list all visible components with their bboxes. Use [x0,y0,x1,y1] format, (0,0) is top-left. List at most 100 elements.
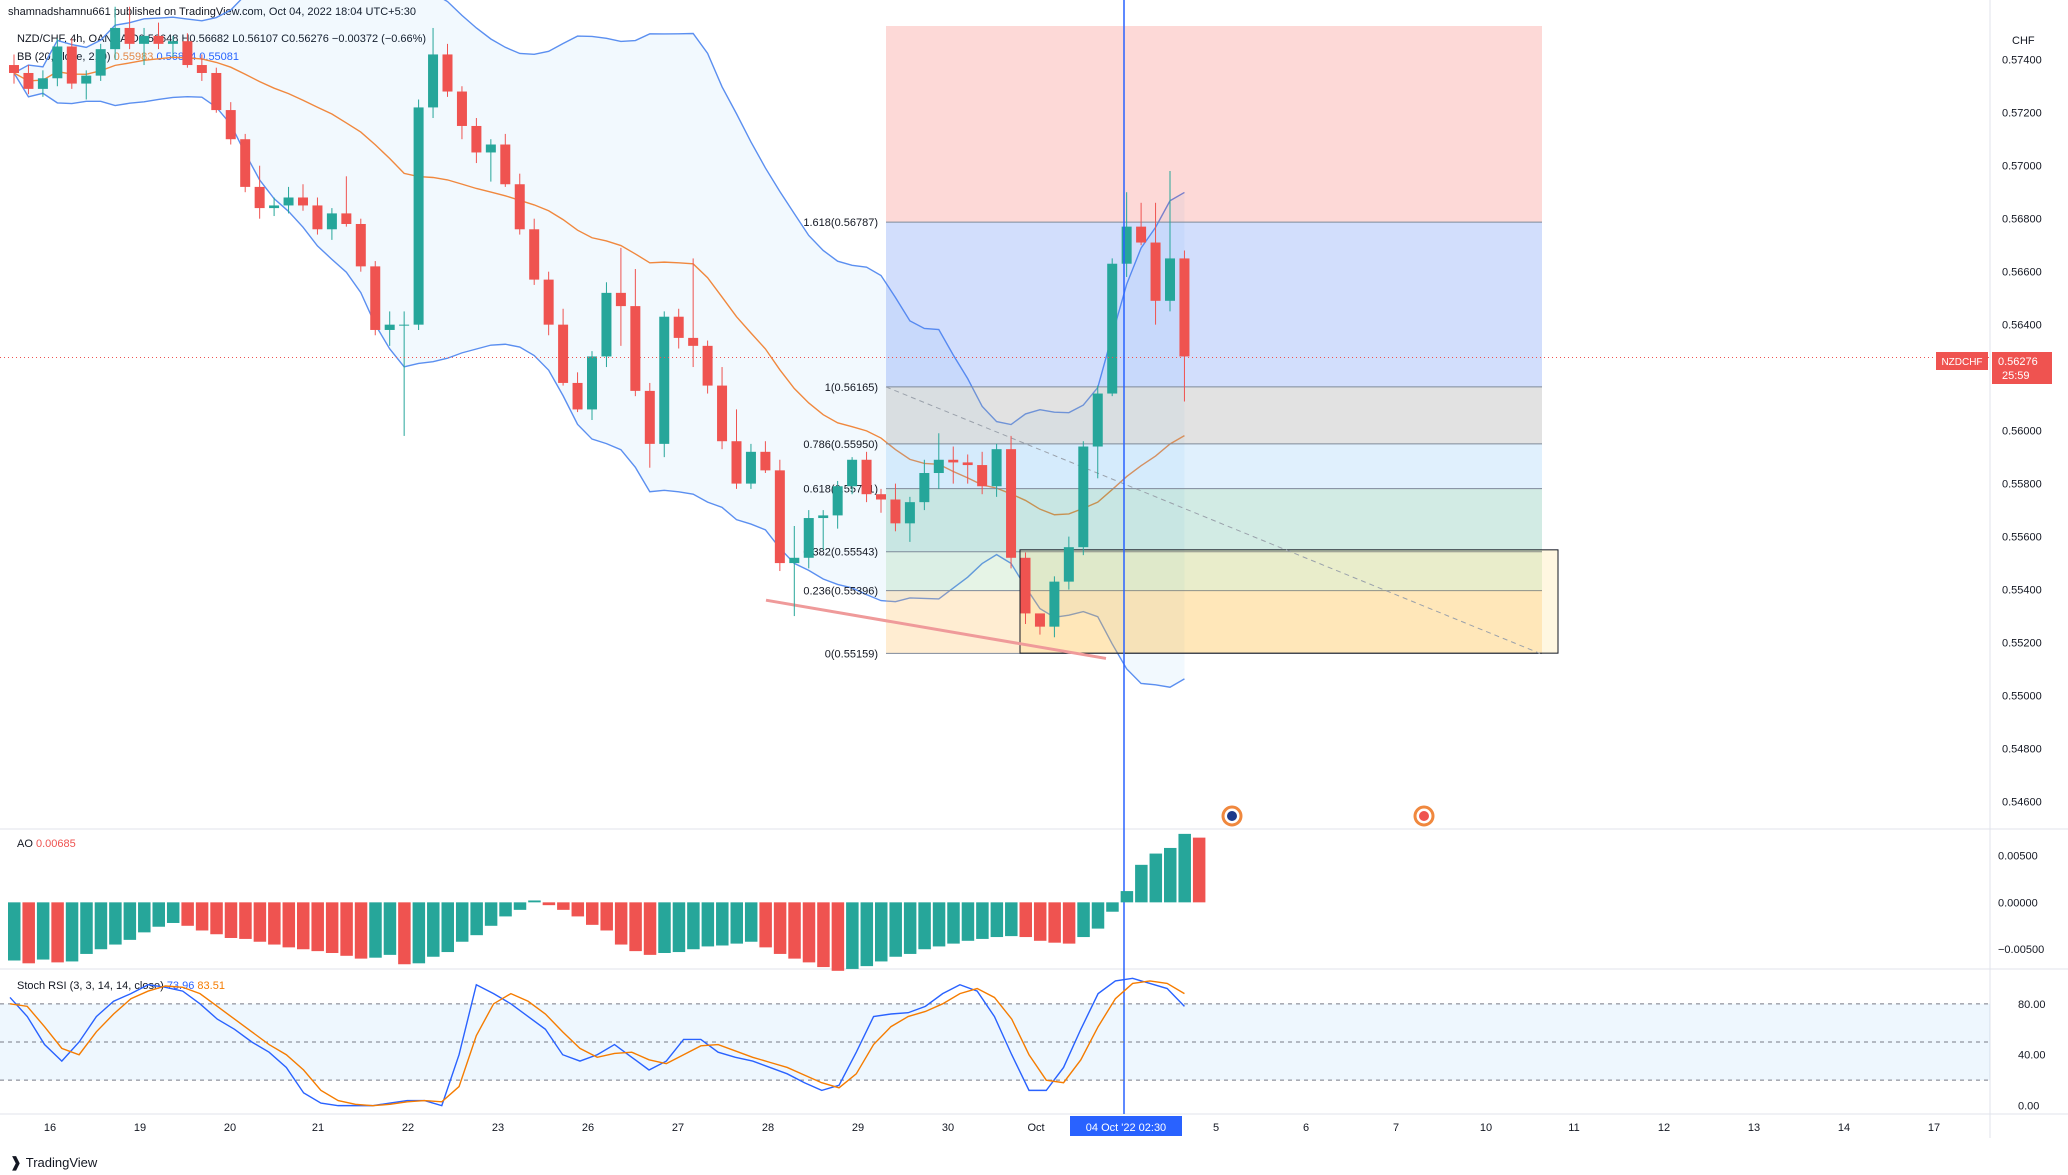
ao-bar [528,900,541,903]
time-tick-label: 6 [1303,1122,1309,1134]
ao-bar [961,902,975,941]
axes-layer: 0.57400 0.57200 0.57000 0.56800 0.56600 0.564… [44,55,2046,1134]
candle-body [1020,557,1031,614]
ao-bar [268,902,281,945]
ao-bar [340,902,353,956]
ao-bar [441,902,454,953]
ao-bar [672,902,686,953]
price-tick-label: 0.54600 [2002,797,2042,809]
candle-body [572,382,583,410]
candle-body [500,144,511,185]
candle-body [977,465,988,487]
candle-body [283,197,294,206]
currency-label: CHF [2012,35,2035,47]
candle-body [442,54,453,92]
price-tick-label: 0.57200 [2002,108,2042,120]
ao-bar [802,902,816,963]
candle-body [399,324,410,326]
candle-body [485,144,496,153]
candle-body [702,345,713,386]
candle-body [167,41,178,44]
ao-legend[interactable]: AO 0.00685 [17,838,76,850]
candle-body [370,266,381,330]
ao-bar [22,902,35,964]
ao-bar [412,902,426,964]
ao-bar [138,902,151,933]
candle-body [818,515,829,519]
ao-bar [1077,902,1090,938]
candle-body [298,197,308,206]
candle-body [384,324,395,330]
candle-body [919,473,930,503]
time-tick-label: 13 [1748,1122,1760,1134]
ao-bar [1120,891,1134,903]
ao-bar [788,902,801,959]
target-box [1019,549,1559,654]
time-tick-label: 16 [44,1122,56,1134]
fib-zone [886,222,1542,387]
ao-bar [600,902,613,931]
ao-bar [860,902,874,967]
ao-bar [427,902,440,957]
candle-body [1121,226,1132,264]
time-tick-label: 10 [1480,1122,1492,1134]
candle-body [196,65,207,73]
ao-bar [1135,864,1148,903]
support-trend-line [765,598,1107,660]
ao-bar [889,902,902,957]
current-price-text: 0.56276 [1998,356,2038,368]
candle-body [341,213,352,224]
ao-bar [369,902,382,958]
ao-bar [730,902,743,944]
footer-brand[interactable]: ❱ TradingView [10,1154,97,1171]
candle-body [456,91,467,126]
candle-body [312,205,323,230]
stoch-tick-label: 0.00 [2018,1101,2039,1113]
candle-body [904,502,915,524]
ao-bar [1062,902,1076,944]
ao-bar [903,902,917,954]
ao-bar [484,902,498,926]
candle-body [9,65,19,73]
fib-level-label: 1(0.56165) [825,382,878,394]
stoch-d-value: 83.51 [197,980,225,992]
ao-bar [123,902,137,940]
ao-bar [716,902,729,946]
price-tick-label: 0.55400 [2002,585,2042,597]
stoch-k-line [9,977,1185,1107]
bb-basis-line [13,56,1185,516]
ao-bar [1019,902,1032,938]
candle-body [269,205,280,209]
ao-bar [759,902,772,948]
stoch-layer [0,977,1990,1107]
ao-bar [210,902,223,935]
ao-bar [325,902,339,953]
ao-bar [701,902,715,947]
footer-brand-text: TradingView [25,1155,98,1170]
ao-bar [643,902,657,955]
fib-zone [886,551,1542,591]
ao-bar [109,902,122,945]
time-tick-label: 23 [492,1122,504,1134]
candle-body [659,316,670,444]
ao-bar [1149,853,1163,903]
ao-bar [932,902,946,947]
ao-bar [166,902,180,923]
candle-body [832,486,843,516]
candle-body [37,78,48,89]
candle-body [66,46,77,84]
published-line: shamnadshamnu661 published on TradingVie… [8,6,416,18]
symbol-badge [1936,352,1988,370]
ao-bar [470,902,483,936]
bb-upper-line [13,0,1185,426]
ao-bar [614,902,628,945]
time-tick-label: 29 [852,1122,864,1134]
ao-bar [455,902,469,942]
candle-body [1165,258,1175,301]
bb-legend[interactable]: BB (20, close, 2, 0) 0.55983 0.56884 0.5… [17,51,239,63]
candle-body [861,459,872,495]
candle-body [890,499,901,524]
ao-bar [586,902,599,925]
ao-bar [687,902,700,950]
